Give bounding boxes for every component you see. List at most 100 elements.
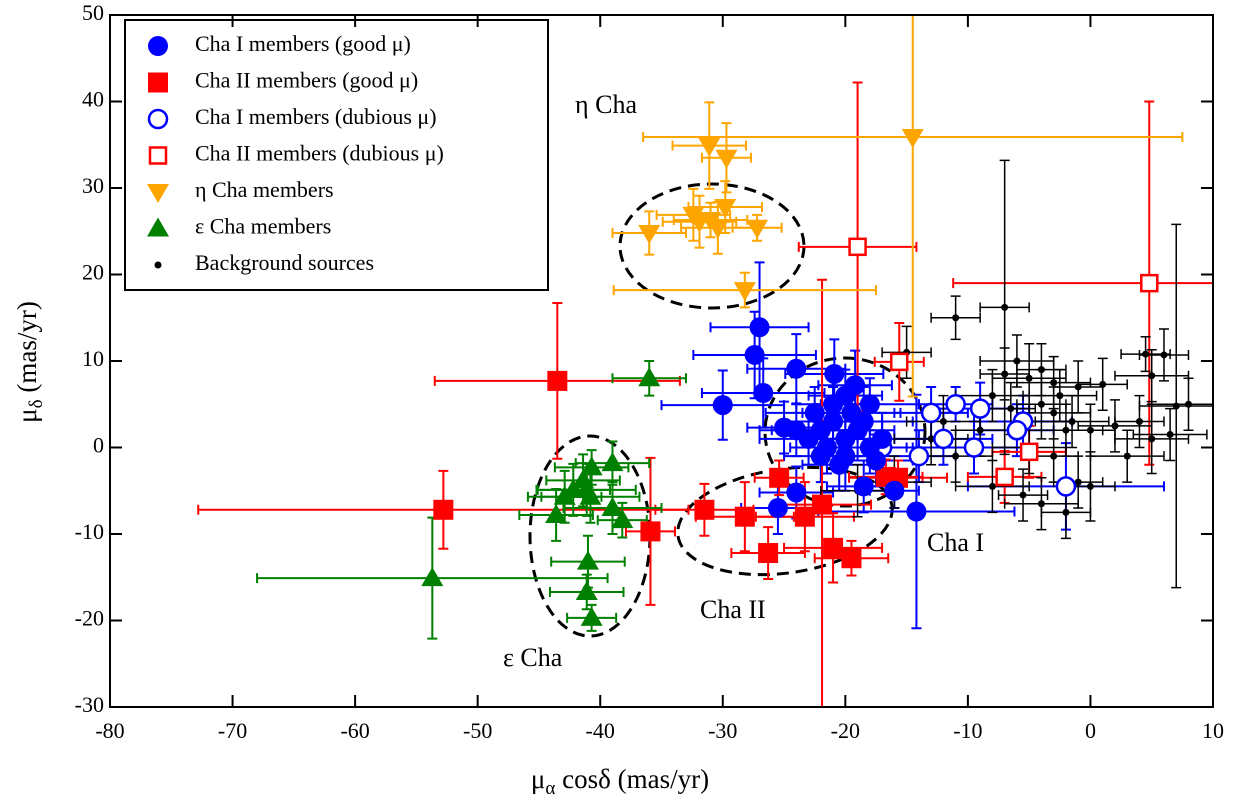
point: [1001, 303, 1009, 311]
point: [733, 282, 756, 302]
point: [995, 467, 1014, 487]
legend-box: [124, 19, 549, 291]
x-tick-label: -70: [218, 718, 247, 743]
point: [601, 497, 624, 517]
point: [579, 485, 602, 505]
annotation: ε Cha: [503, 643, 563, 672]
point: [580, 456, 603, 476]
point: [1135, 418, 1143, 426]
point: [945, 394, 966, 415]
point: [1050, 379, 1058, 387]
point: [767, 498, 788, 519]
point: [1007, 405, 1015, 413]
error-bars: [1138, 223, 1213, 589]
error-bars: [783, 512, 884, 584]
point: [1025, 374, 1033, 382]
point: [715, 149, 738, 169]
plot-area: [197, 15, 1213, 707]
y-axis-title-sub: δ: [26, 399, 47, 408]
legend-marker: [147, 217, 169, 237]
point: [884, 480, 905, 501]
point: [988, 482, 996, 490]
error-bars: [817, 393, 1016, 630]
annotation: Cha I: [927, 528, 984, 557]
point: [1037, 500, 1045, 508]
point: [810, 446, 831, 467]
point: [1050, 409, 1058, 417]
legend-label: Background sources: [195, 250, 374, 275]
point: [1050, 452, 1058, 460]
point: [433, 499, 454, 520]
point: [1006, 419, 1028, 441]
legend-marker: [154, 261, 162, 269]
x-axis-title-sub: α: [545, 778, 555, 799]
point: [1074, 383, 1082, 391]
point: [848, 237, 867, 257]
point: [1074, 478, 1082, 486]
x-tick-label: -50: [463, 718, 492, 743]
point: [547, 370, 568, 391]
point: [611, 509, 634, 529]
point: [976, 426, 984, 434]
point: [744, 344, 765, 365]
legend-label: Cha I members (good μ): [195, 31, 411, 56]
y-tick-label: -20: [75, 606, 104, 631]
point: [576, 550, 599, 570]
point: [835, 385, 856, 406]
point: [1019, 442, 1039, 462]
point: [1037, 366, 1045, 374]
point: [1055, 476, 1077, 497]
point: [812, 494, 833, 515]
error-bars: [700, 122, 752, 194]
point: [1062, 426, 1070, 434]
error-bars: [954, 459, 1030, 514]
point: [1001, 370, 1009, 378]
legend-marker: [147, 108, 169, 130]
legend-marker: [148, 72, 168, 93]
point: [769, 467, 790, 488]
group-ellipse: [763, 356, 927, 508]
y-tick-label: 10: [82, 346, 104, 371]
point: [963, 437, 985, 458]
point: [1123, 452, 1131, 460]
point: [901, 128, 924, 148]
point: [694, 499, 715, 520]
point: [952, 452, 960, 460]
point: [753, 383, 774, 404]
point: [1172, 402, 1180, 410]
y-tick-label: -30: [75, 692, 104, 717]
legend-marker: [148, 36, 168, 56]
point: [545, 503, 568, 523]
legend-label: ε Cha members: [195, 214, 331, 239]
point: [638, 224, 661, 244]
x-tick-label: -10: [953, 718, 982, 743]
point: [853, 411, 874, 432]
y-axis-title: μδ (mas/yr): [12, 301, 47, 423]
point: [794, 506, 815, 527]
error-bars: [813, 539, 890, 577]
point: [890, 352, 909, 372]
x-tick-label: -60: [340, 718, 369, 743]
point: [1148, 435, 1156, 443]
annotation: η Cha: [575, 90, 637, 119]
x-tick-label: -30: [708, 718, 737, 743]
point: [1062, 508, 1070, 516]
point: [969, 398, 991, 419]
annotation: Cha II: [700, 595, 766, 624]
point: [1099, 380, 1107, 388]
point: [841, 548, 862, 569]
point: [421, 567, 444, 587]
point: [920, 402, 942, 424]
y-axis-title-part: (mas/yr): [12, 301, 42, 399]
legend-label: Cha II members (dubious μ): [195, 141, 444, 166]
point: [1056, 392, 1064, 400]
point: [1166, 431, 1174, 439]
point: [1086, 482, 1094, 490]
point: [1037, 400, 1045, 408]
point: [1184, 400, 1192, 408]
x-tick-label: 10: [1202, 718, 1224, 743]
legend-label: Cha II members (good μ): [195, 68, 418, 93]
point: [1148, 372, 1156, 380]
point: [706, 219, 729, 239]
